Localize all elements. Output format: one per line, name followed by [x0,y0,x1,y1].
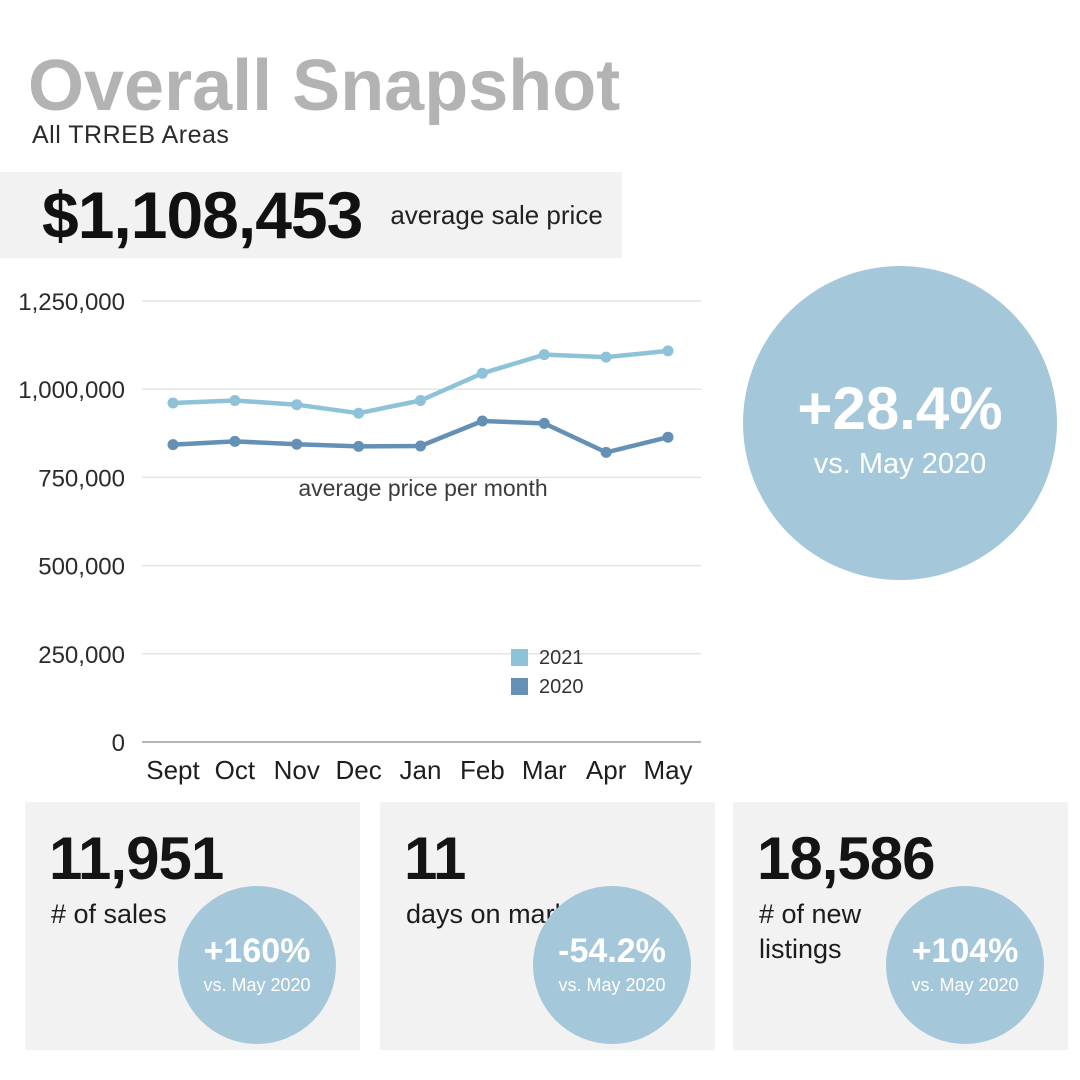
x-tick-label: Dec [336,755,382,785]
new-listings-stat-card: 18,586 # of new listings +104% vs. May 2… [733,802,1068,1050]
data-point-2021-Oct [229,395,241,406]
x-tick-label: May [643,755,692,785]
days-on-market-value: 11 [404,825,466,892]
data-point-2020-Mar [538,417,550,429]
legend-swatch-2020 [511,678,528,695]
yoy-price-change-value: +28.4% [797,375,1003,442]
data-point-2020-May [662,431,674,443]
days-on-market-stat-card: 11 days on market -54.2% vs. May 2020 [380,802,715,1050]
yoy-price-change-circle: +28.4% vs. May 2020 [743,266,1057,580]
data-point-2020-Sept [167,439,179,451]
page-title: Overall Snapshot [28,46,621,126]
yoy-price-change-text: +28.4% vs. May 2020 [797,377,1002,481]
chart-title: average price per month [298,475,547,501]
average-price-line-chart: 0 250,000 500,000 750,000 1,000,000 1,250,000… [18,289,701,785]
x-tick-label: Apr [586,755,627,785]
data-point-2021-Nov [291,399,303,411]
days-on-market-change-value: -54.2% [558,932,666,970]
y-tick-label: 750,000 [38,465,125,492]
data-point-2020-Oct [229,435,241,447]
legend-label-2020: 2020 [539,676,584,698]
new-listings-change-caption: vs. May 2020 [911,975,1019,995]
page-subtitle: All TRREB Areas [32,121,230,149]
new-listings-change-value: +104% [911,932,1019,970]
y-tick-label: 500,000 [38,554,125,581]
data-point-2020-Jan [415,440,426,452]
y-tick-label: 0 [112,730,125,757]
data-point-2021-May [662,345,674,357]
x-tick-label: Nov [274,755,320,785]
sales-change-caption: vs. May 2020 [203,975,311,995]
average-price-banner: $1,108,453 average sale price [0,172,622,258]
y-tick-label: 1,000,000 [18,377,125,404]
x-tick-label: Mar [522,755,567,785]
new-listings-value: 18,586 [757,825,936,892]
new-listings-label: # of new listings [759,899,862,964]
days-on-market-change-circle: -54.2% vs. May 2020 [533,886,691,1044]
data-point-2021-Sept [167,397,179,409]
y-tick-label: 250,000 [38,642,125,669]
x-tick-label: Sept [146,755,200,785]
data-point-2021-Apr [600,351,612,363]
sales-change-circle: +160% vs. May 2020 [178,886,336,1044]
y-tick-label: 1,250,000 [18,289,125,316]
days-on-market-change-caption: vs. May 2020 [558,975,666,995]
sales-stat-card: 11,951 # of sales +160% vs. May 2020 [25,802,360,1050]
x-tick-label: Jan [400,755,442,785]
average-sale-price-value: $1,108,453 [42,178,363,252]
sales-change-value: +160% [203,932,311,970]
x-tick-label: Oct [215,755,256,785]
sales-value: 11,951 [49,825,224,892]
data-point-2021-Mar [538,349,550,361]
new-listings-change-circle: +104% vs. May 2020 [886,886,1044,1044]
data-point-2020-Apr [600,446,612,458]
data-point-2021-Dec [353,407,365,419]
sales-label: # of sales [51,899,167,930]
x-tick-label: Feb [460,755,505,785]
yoy-price-change-caption: vs. May 2020 [813,448,987,480]
data-point-2020-Feb [476,415,488,427]
legend-label-2021: 2021 [539,647,584,669]
legend-swatch-2021 [511,649,528,666]
data-point-2020-Dec [353,440,365,452]
data-point-2021-Jan [415,395,426,406]
data-point-2020-Nov [291,438,303,450]
average-sale-price-label: average sale price [390,199,603,230]
data-point-2021-Feb [476,367,488,379]
